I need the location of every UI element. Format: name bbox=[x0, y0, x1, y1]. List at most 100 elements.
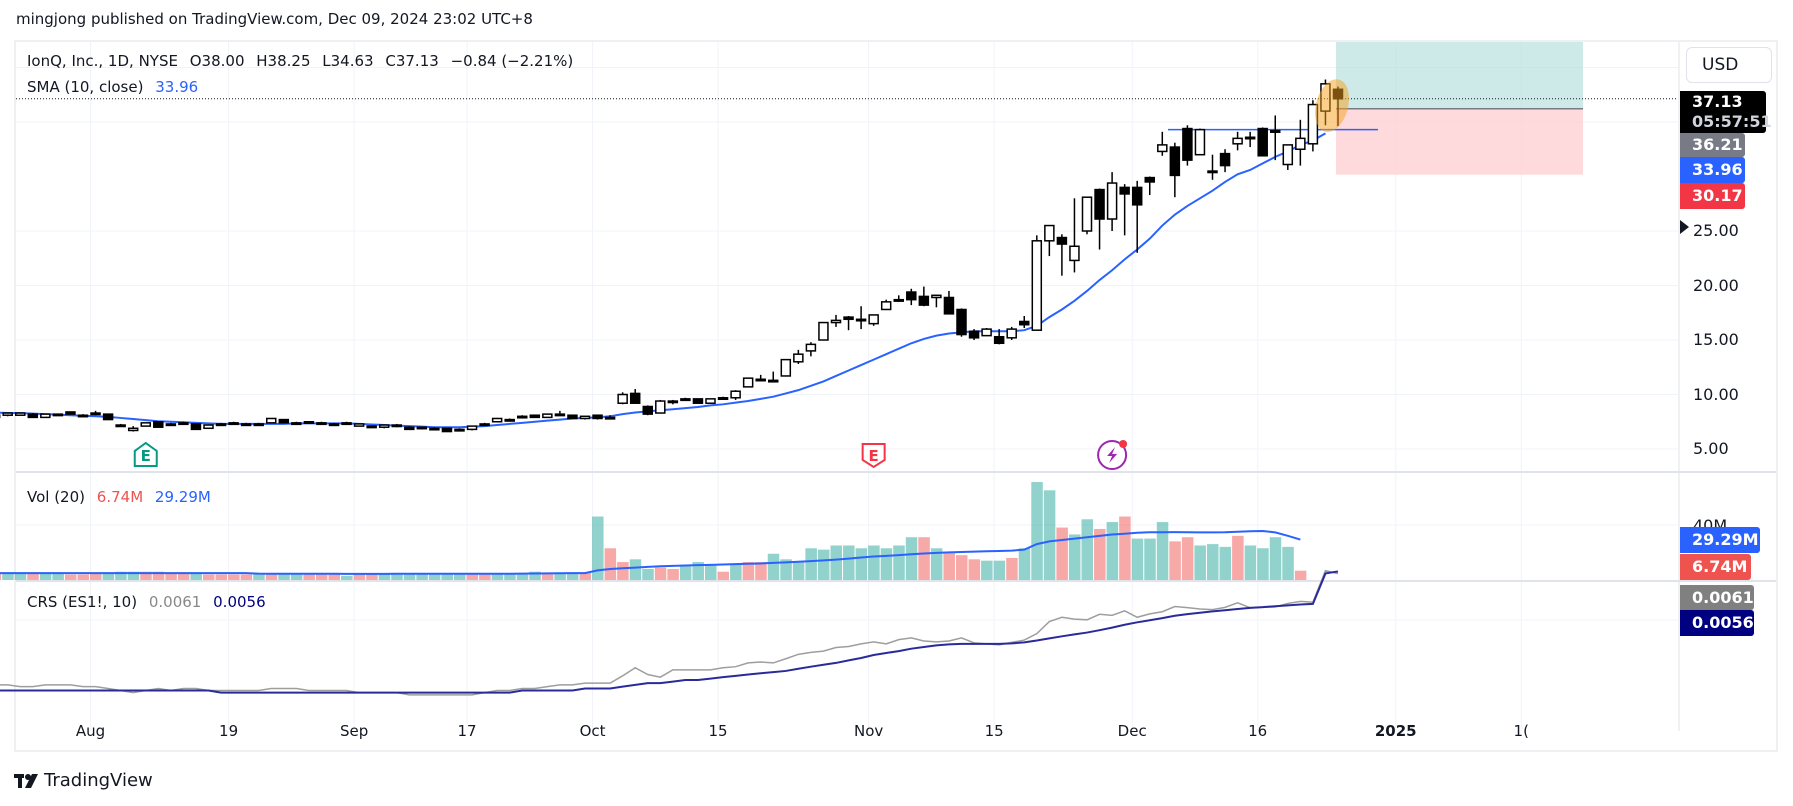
candle bbox=[880, 301, 892, 311]
volume-bar bbox=[679, 564, 692, 580]
candle bbox=[843, 316, 854, 321]
sma-price-tag: 33.96 bbox=[1680, 157, 1745, 183]
candle bbox=[203, 424, 214, 430]
volume-bar bbox=[629, 559, 642, 580]
price-tick-label: 25.00 bbox=[1693, 221, 1739, 240]
candle bbox=[341, 422, 352, 426]
volume-bar bbox=[479, 573, 491, 580]
volume-bar bbox=[730, 563, 742, 580]
candle bbox=[818, 321, 829, 341]
volume-bar bbox=[956, 555, 968, 580]
candle bbox=[768, 379, 779, 383]
notification-dot-icon bbox=[1119, 440, 1128, 448]
volume-bar bbox=[1181, 537, 1194, 580]
volume-bar bbox=[215, 574, 228, 580]
volume-bar bbox=[566, 573, 579, 580]
volume-bar bbox=[893, 545, 905, 580]
crs-ma-line bbox=[0, 570, 1339, 694]
volume-bar bbox=[253, 573, 265, 580]
volume-bar bbox=[1056, 527, 1068, 580]
candle bbox=[655, 400, 666, 414]
volume-ma-line bbox=[0, 530, 1301, 575]
candle bbox=[416, 426, 428, 430]
candle bbox=[479, 423, 490, 427]
candle bbox=[353, 423, 365, 427]
earnings-label: E bbox=[869, 447, 879, 465]
overlay bbox=[16, 79, 1678, 133]
volume-bar bbox=[428, 574, 441, 580]
candle bbox=[404, 426, 415, 431]
volume-bar bbox=[303, 574, 315, 580]
candle bbox=[77, 414, 89, 418]
sma-line bbox=[0, 132, 1326, 429]
candle bbox=[1144, 176, 1155, 183]
currency-button[interactable]: USD bbox=[1686, 47, 1772, 83]
volume-bar bbox=[579, 573, 591, 580]
volume-bar bbox=[843, 545, 855, 580]
candle bbox=[378, 424, 390, 428]
volume-bar bbox=[491, 573, 504, 580]
highlight-ellipse bbox=[1315, 79, 1349, 133]
candle bbox=[742, 377, 754, 388]
volume-bar bbox=[855, 548, 868, 580]
volume-bar bbox=[604, 548, 617, 580]
candle bbox=[1131, 186, 1143, 206]
publish-header: mingjong published on TradingView.com, D… bbox=[16, 10, 533, 28]
volume-bar bbox=[1207, 544, 1219, 580]
candle bbox=[454, 428, 465, 432]
earnings-icon bbox=[861, 443, 886, 469]
volume-bar bbox=[378, 574, 391, 580]
volume-bar bbox=[403, 573, 416, 580]
volume-bar bbox=[366, 574, 378, 580]
volume-bar bbox=[416, 573, 428, 580]
ohlc-low: L34.63 bbox=[322, 52, 374, 70]
time-tick-label: Sep bbox=[339, 722, 369, 740]
time-tick-label: 17 bbox=[457, 722, 477, 740]
candle bbox=[730, 390, 741, 399]
candle bbox=[680, 398, 691, 402]
tradingview-logo-icon bbox=[14, 773, 38, 788]
vol-label[interactable]: Vol (20) bbox=[27, 488, 86, 506]
candle bbox=[717, 397, 729, 401]
sma-label[interactable]: SMA (10, close) bbox=[27, 78, 144, 96]
crs-label[interactable]: CRS (ES1!, 10) bbox=[27, 593, 138, 611]
volume-bar bbox=[1131, 538, 1144, 580]
candle bbox=[253, 423, 264, 427]
volume-bar bbox=[240, 574, 253, 580]
candle bbox=[1081, 196, 1093, 232]
volume-bar bbox=[1031, 482, 1043, 580]
candle bbox=[278, 418, 290, 424]
candle bbox=[291, 422, 302, 426]
volume-bar bbox=[27, 573, 39, 580]
crs-legend: CRS (ES1!, 10) 0.0061 0.0056 bbox=[27, 593, 273, 611]
volume-bar bbox=[1169, 541, 1181, 580]
last-price: 37.13 bbox=[1692, 92, 1743, 111]
candle bbox=[981, 328, 992, 337]
crs-ma-value: 0.0056 bbox=[213, 593, 266, 611]
symbol-title[interactable]: IonQ, Inc., 1D, NYSE bbox=[27, 52, 178, 70]
volume-bar bbox=[441, 573, 453, 580]
candle bbox=[391, 424, 402, 428]
candle bbox=[266, 417, 277, 424]
volume-bar bbox=[1156, 522, 1169, 580]
candle bbox=[1094, 188, 1105, 220]
candle bbox=[579, 415, 591, 420]
candle bbox=[1106, 182, 1118, 220]
vol-ma-value: 29.29M bbox=[154, 488, 211, 506]
candle bbox=[780, 358, 792, 377]
volume-bar bbox=[39, 573, 52, 580]
volume-bar bbox=[817, 549, 830, 580]
candle bbox=[190, 423, 202, 431]
candle bbox=[303, 421, 315, 424]
tradingview-logo[interactable]: TradingView bbox=[14, 770, 153, 791]
profit-zone bbox=[1336, 42, 1583, 109]
volume-bar bbox=[1232, 535, 1244, 580]
volume-bar bbox=[102, 573, 115, 580]
crs-tag: 0.0061 bbox=[1680, 585, 1754, 610]
candle bbox=[604, 416, 616, 420]
candle bbox=[642, 405, 653, 415]
ohlc-open: O38.00 bbox=[189, 52, 245, 70]
volume-bar bbox=[968, 559, 981, 580]
candle bbox=[692, 398, 704, 404]
